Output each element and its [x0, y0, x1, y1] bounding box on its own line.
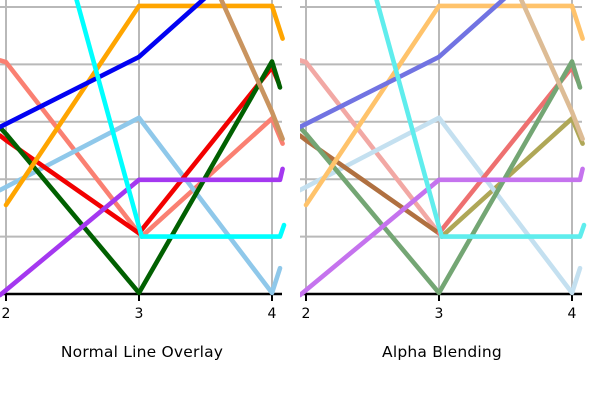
x-tick-label: 3 — [435, 306, 444, 322]
series-line-orange — [3, 3, 285, 208]
series-line-cyan — [374, 0, 587, 239]
series-line-tan — [218, 0, 285, 142]
series-line-dark-green — [0, 59, 283, 296]
series-line-cyan — [74, 0, 287, 239]
x-tick-label: 2 — [2, 306, 11, 322]
x-tick-label: 2 — [302, 306, 311, 322]
chart-canvas-normal: 2 3 4 — [0, 0, 287, 322]
series-line-salmon — [300, 58, 444, 239]
series-line-dark-green — [300, 59, 583, 296]
series-line-sky-blue — [300, 115, 583, 296]
panel-title-normal: Normal Line Overlay — [60, 343, 224, 361]
x-tick-label: 4 — [268, 306, 277, 322]
x-tick-label: 3 — [135, 306, 144, 322]
series-line-red — [300, 133, 442, 236]
series-line-orange — [303, 3, 585, 208]
panel-normal-line-overlay: 2 3 4 Normal Line Overlay — [0, 0, 287, 361]
series-line-tan — [518, 0, 585, 142]
panel-title-alpha: Alpha Blending — [382, 343, 502, 361]
series-line-sky-blue — [0, 115, 283, 296]
series-line-purple — [0, 166, 285, 298]
x-tick-label: 4 — [568, 306, 577, 322]
series-line-purple — [300, 166, 585, 298]
series-line-blue — [300, 0, 507, 130]
chart-canvas-alpha: 2 3 4 — [300, 0, 587, 322]
panel-alpha-blending: 2 3 4 Alpha Blending — [300, 0, 600, 400]
series-line-blue — [0, 0, 207, 130]
